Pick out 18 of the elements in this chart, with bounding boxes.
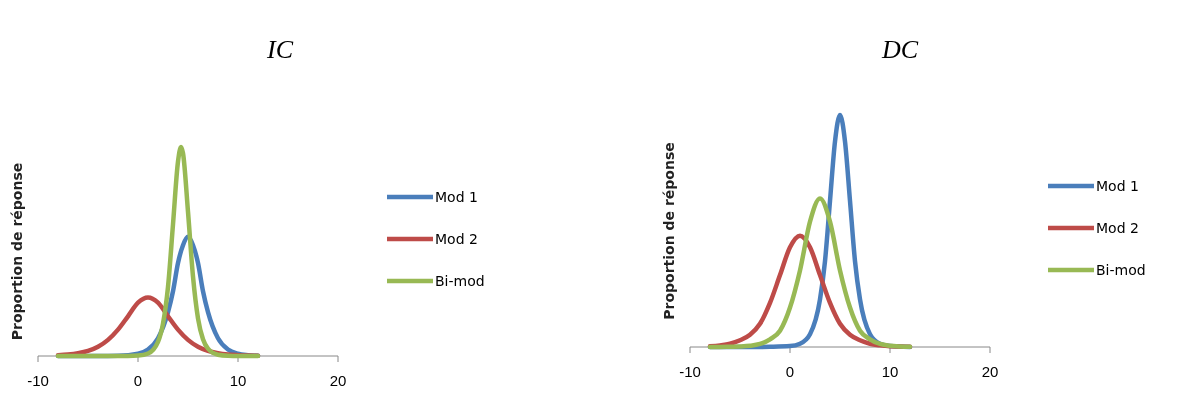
y-axis-title: Proportion de réponse — [661, 142, 677, 320]
legend-label: Mod 2 — [435, 231, 478, 247]
x-tick-label: 0 — [133, 372, 143, 389]
x-tick-label: -10 — [27, 372, 49, 389]
x-tick-label: 10 — [229, 372, 247, 389]
chart-title: DC — [880, 35, 919, 64]
x-tick-label: 0 — [785, 363, 795, 380]
legend-label: Bi-mod — [435, 273, 485, 289]
chart-title: IC — [266, 35, 294, 64]
x-tick-label: 20 — [329, 372, 347, 389]
y-axis-title: Proportion de réponse — [9, 162, 25, 341]
legend-label: Mod 1 — [435, 189, 478, 205]
x-tick-label: -10 — [679, 363, 701, 380]
legend-label: Mod 1 — [1096, 178, 1139, 194]
legend-label: Bi-mod — [1096, 262, 1146, 278]
x-tick-label: 20 — [981, 363, 999, 380]
x-tick-label: 10 — [881, 363, 899, 380]
legend-label: Mod 2 — [1096, 220, 1139, 236]
